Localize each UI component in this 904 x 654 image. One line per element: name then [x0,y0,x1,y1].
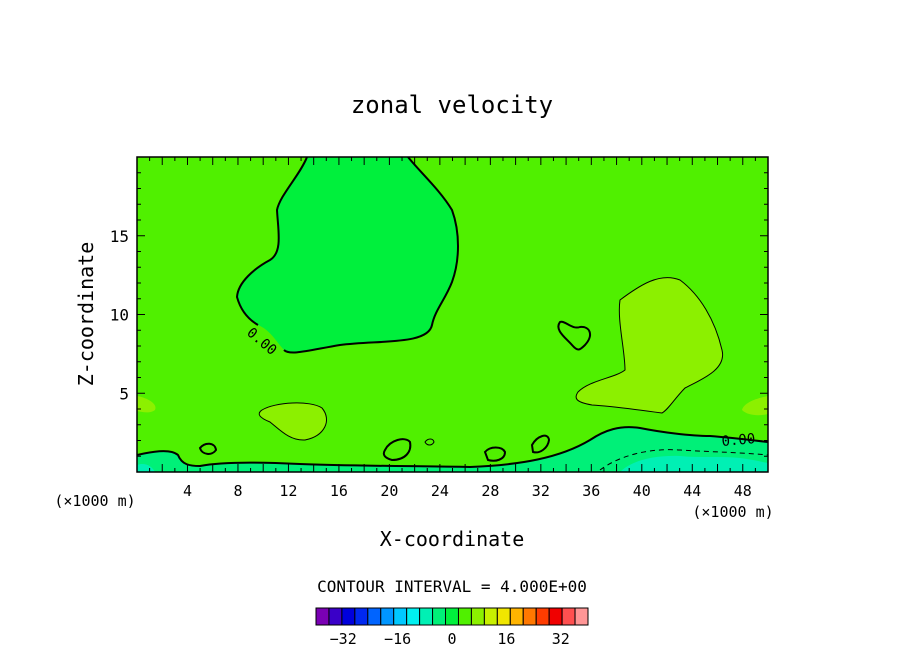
chart-title: zonal velocity [351,91,553,119]
y-tick-label: 5 [119,384,129,403]
x-tick-label: 24 [431,482,449,500]
colorbar-swatch [509,607,524,626]
contour-lines [137,157,768,471]
x-tick-label: 20 [380,482,398,500]
colorbar-swatch [341,607,356,626]
small-contour-1 [198,442,218,455]
x-tick-label: 4 [183,482,192,500]
colorbar-swatch [432,607,447,626]
colorbar [315,607,589,626]
colorbar-tick-label: 16 [497,630,515,648]
near-surface-negative-region [137,427,768,472]
positive-region-right [576,277,723,413]
positive-region-middle [259,402,327,441]
y-tick-labels: 5 10 15 [110,227,129,404]
colorbar-tick-label: −32 [330,630,357,648]
zero-contour-right-blob [557,320,592,351]
x-unit-label-left: (×1000 m) [54,492,135,510]
x-tick-label: 36 [582,482,600,500]
contour-interval-label: CONTOUR INTERVAL = 4.000E+00 [317,577,587,596]
contour-label-right: 0.00 [721,431,756,450]
positive-region-left-edge [137,396,156,413]
x-axis-label: X-coordinate [380,527,525,551]
x-unit-label-right: (×1000 m) [692,503,773,521]
positive-contour-middle [258,402,327,441]
colorbar-swatch [535,607,550,626]
x-tick-label: 44 [683,482,701,500]
colorbar-swatch [470,607,485,626]
near-surface-zero-contour [137,426,768,469]
x-tick-label: 16 [330,482,348,500]
positive-region-right-edge [742,396,768,416]
colorbar-swatch [354,607,369,626]
x-tick-label: 32 [532,482,550,500]
colorbar-swatch [548,607,563,626]
y-tick-label: 10 [110,306,129,325]
colorbar-swatch [393,607,408,626]
positive-contour-right [575,277,724,414]
colorbar-swatch [445,607,459,626]
colorbar-swatch [496,607,511,626]
small-contour-2 [382,438,412,462]
x-tick-label: 28 [481,482,499,500]
colorbar-swatch [328,607,343,626]
small-contour-4 [530,434,551,454]
x-tick-label: 12 [279,482,297,500]
x-tick-label: 8 [233,482,242,500]
colorbar-swatch [380,607,395,626]
small-contour-3 [483,446,507,462]
colorbar-swatch [406,607,421,626]
small-contour-5 [424,438,435,446]
colorbar-swatch [483,607,498,626]
colorbar-swatch [522,607,537,626]
negative-core-region [237,157,458,353]
strong-negative-region-left [137,463,155,472]
colorbar-tick-label: 0 [447,630,456,648]
colorbar-tick-label: −16 [384,630,411,648]
x-tick-label: 40 [633,482,651,500]
colorbar-swatch [457,607,472,626]
colorbar-swatch [315,607,330,626]
axis-ticks [137,157,768,472]
colorbar-swatch [367,607,382,626]
strong-negative-region [620,455,768,472]
y-axis-label: Z-coordinate [74,242,98,387]
colorbar-labels: −32 −16 0 16 32 [330,630,570,648]
contour-field [137,157,768,472]
colorbar-swatch [419,607,434,626]
colorbar-swatch [574,607,589,626]
x-tick-labels: 4 8 12 16 20 24 28 32 36 40 44 48 [183,482,752,500]
y-tick-label: 15 [110,227,129,246]
dashed-contour-bottom [599,449,768,471]
zero-contour-core [235,157,459,354]
x-tick-label: 48 [734,482,752,500]
colorbar-swatch [561,607,576,626]
colorbar-tick-label: 32 [552,630,570,648]
